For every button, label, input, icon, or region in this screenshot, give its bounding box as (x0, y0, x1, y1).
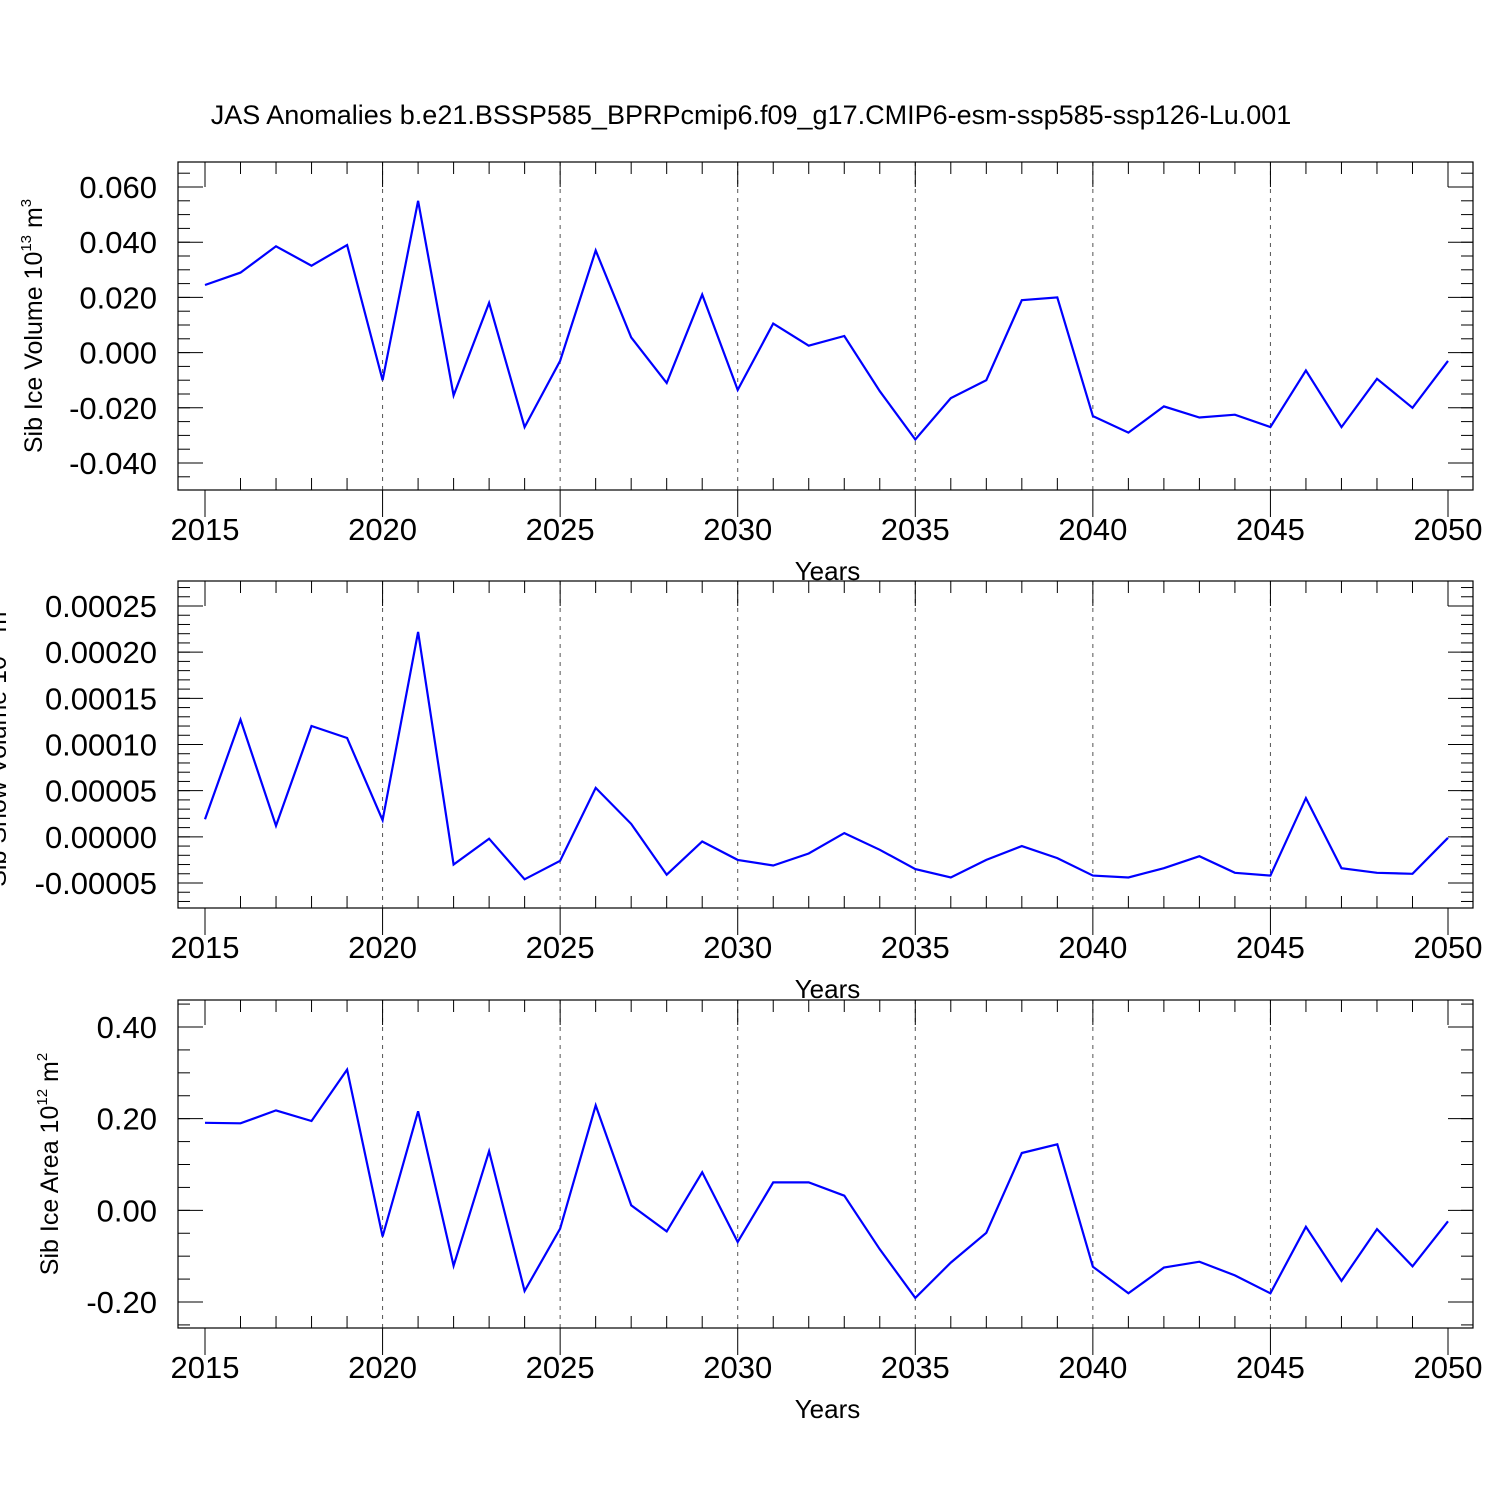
y-tick-label: -0.20 (86, 1285, 157, 1320)
y-tick-label: 0.40 (97, 1010, 157, 1045)
y-tick-label: -0.040 (69, 446, 157, 481)
series-line (204, 1066, 1449, 1300)
series-line (204, 200, 1449, 442)
x-tick-label: 2045 (1236, 930, 1305, 965)
y-tick-label: 0.00005 (45, 774, 157, 809)
x-tick-label: 2020 (348, 1350, 417, 1385)
x-tick-label: 2015 (171, 930, 240, 965)
y-axis-label-unit: m (20, 207, 48, 235)
y-tick-label: 0.00 (97, 1193, 157, 1228)
y-tick-label: 0.00000 (45, 820, 157, 855)
y-tick-label: 0.00020 (45, 635, 157, 670)
y-axis-label-unit: m (0, 612, 12, 640)
y-axis-label-unit: m (36, 1061, 64, 1089)
x-tick-label: 2030 (703, 1350, 772, 1385)
figure-title: JAS Anomalies b.e21.BSSP585_BPRPcmip6.f0… (211, 100, 1292, 130)
x-tick-label: 2035 (881, 512, 950, 547)
x-tick-label: 2025 (526, 512, 595, 547)
x-tick-label: 2035 (881, 930, 950, 965)
x-tick-label: 2050 (1414, 930, 1483, 965)
x-tick-label: 2030 (703, 512, 772, 547)
ice-volume-panel: -0.040 -0.020 0.000 0.020 0.040 0.060 2015 2020… (18, 161, 1483, 586)
y-axis-label: Sib Ice Area 1012 m2 (34, 1053, 64, 1275)
x-tick-label: 2015 (171, 512, 240, 547)
y-axis-label-base: Sib Ice Volume 10 (20, 252, 48, 454)
y-tick-label: -0.00005 (35, 866, 157, 901)
y-axis-label-base: Sib Snow Volume 10 (0, 656, 12, 887)
snow-volume-panel: -0.00005 0.00000 0.00005 0.00010 0.00015 0.00… (0, 580, 1483, 1004)
y-axis-label-unit-exponent: 2 (34, 1053, 51, 1061)
y-tick-label: -0.020 (69, 391, 157, 426)
y-tick-label: 0.00015 (45, 681, 157, 716)
x-axis-label: Years (795, 1394, 861, 1424)
x-tick-label: 2050 (1414, 1350, 1483, 1385)
x-tick-label: 2015 (171, 1350, 240, 1385)
x-tick-label: 2035 (881, 1350, 950, 1385)
ice-area-panel: -0.20 0.00 0.20 0.40 2015 2020 2025 2030 2035 204… (34, 999, 1483, 1424)
y-tick-label: 0.00010 (45, 728, 157, 763)
y-axis-label-base: Sib Ice Area 10 (36, 1106, 64, 1276)
y-tick-label: 0.20 (97, 1102, 157, 1137)
x-axis-label: Years (795, 974, 861, 1004)
x-tick-label: 2030 (703, 930, 772, 965)
x-tick-label: 2040 (1058, 512, 1127, 547)
x-tick-label: 2045 (1236, 512, 1305, 547)
plot-frame (177, 161, 1474, 491)
y-tick-label: 0.000 (79, 336, 157, 371)
x-tick-label: 2020 (348, 512, 417, 547)
series-line (203, 631, 1449, 881)
y-axis-label-exponent: 12 (34, 1089, 51, 1106)
y-axis-label-exponent: 13 (18, 235, 35, 252)
y-axis-label-unit-exponent: 3 (18, 199, 35, 207)
y-axis-label: Sib Ice Volume 1013 m3 (18, 199, 48, 453)
y-tick-label: 0.060 (79, 170, 157, 205)
y-tick-label: 0.020 (79, 280, 157, 315)
x-tick-label: 2040 (1058, 1350, 1127, 1385)
y-axis-label: Sib Snow Volume 1013 m3 (0, 603, 12, 887)
y-tick-label: 0.00025 (45, 589, 157, 624)
x-tick-label: 2020 (348, 930, 417, 965)
x-tick-label: 2045 (1236, 1350, 1305, 1385)
x-tick-label: 2050 (1414, 512, 1483, 547)
x-tick-label: 2040 (1058, 930, 1127, 965)
y-tick-label: 0.040 (79, 225, 157, 260)
x-tick-label: 2025 (526, 930, 595, 965)
x-tick-label: 2025 (526, 1350, 595, 1385)
